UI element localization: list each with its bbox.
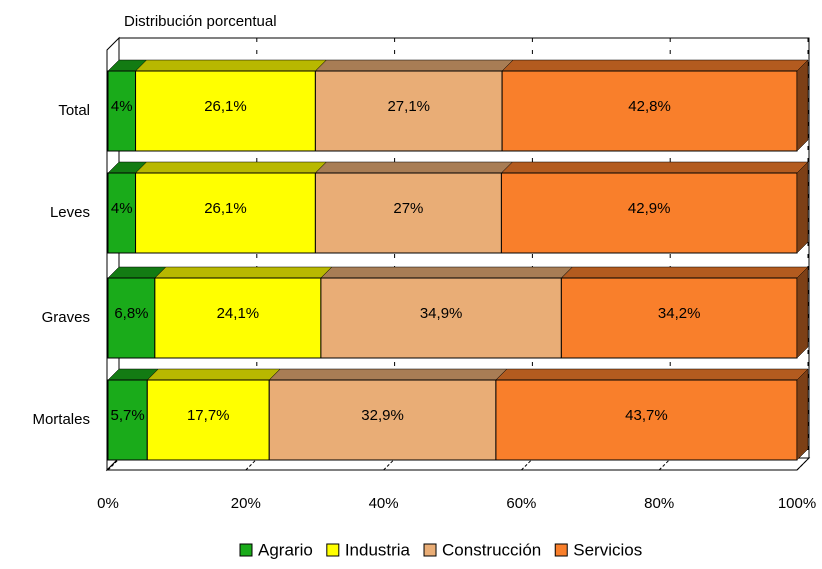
bar-top [268, 368, 508, 381]
bar-top [154, 266, 333, 279]
bar-top [134, 59, 327, 72]
x-tick-label: 40% [369, 495, 399, 512]
bar [135, 172, 316, 254]
value-label: 17,7% [187, 407, 230, 424]
bar [107, 277, 156, 359]
legend-label: Agrario [258, 540, 313, 559]
value-label: 4% [111, 98, 133, 115]
bar [314, 172, 502, 254]
x-tick [521, 458, 533, 471]
value-label: 24,1% [217, 305, 260, 322]
bar-top [314, 59, 514, 72]
x-tick-label: 80% [644, 495, 674, 512]
legend-label: Construcción [442, 540, 541, 559]
value-label: 27,1% [387, 98, 430, 115]
bar-top [134, 161, 327, 174]
legend-swatch [423, 543, 437, 557]
x-tick-label: 60% [506, 495, 536, 512]
bar-top [495, 368, 809, 381]
legend-swatch [326, 543, 340, 557]
bar [135, 70, 316, 152]
bar-top [146, 368, 281, 381]
value-label: 34,2% [658, 305, 701, 322]
x-tick [383, 458, 395, 471]
bar [268, 379, 497, 461]
value-label: 42,8% [628, 98, 671, 115]
value-label: 4% [111, 200, 133, 217]
legend-swatch [239, 543, 253, 557]
bar-side [796, 161, 809, 254]
bar-side [796, 368, 809, 461]
value-label: 6,8% [114, 305, 148, 322]
legend-label: Industria [345, 540, 411, 559]
value-label: 32,9% [361, 407, 404, 424]
value-label: 34,9% [420, 305, 463, 322]
bar [107, 379, 148, 461]
legend-swatch [554, 543, 568, 557]
bar-top [320, 266, 573, 279]
bar [146, 379, 270, 461]
x-tick-label: 0% [97, 495, 119, 512]
floor [105, 457, 811, 471]
bar-top [500, 161, 809, 174]
x-tick [658, 458, 671, 471]
bar-top [560, 266, 809, 279]
bar-top [501, 59, 809, 72]
y-tick-label: Mortales [32, 411, 90, 428]
x-tick [796, 458, 809, 471]
bar [107, 172, 137, 254]
value-label: 42,9% [628, 200, 671, 217]
axis-title: Distribución porcentual [124, 13, 277, 30]
value-label: 26,1% [204, 98, 247, 115]
bar [495, 379, 798, 461]
bar [320, 277, 562, 359]
bar-side [796, 266, 809, 359]
value-label: 5,7% [111, 407, 145, 424]
bar-top [314, 161, 514, 174]
value-label: 26,1% [204, 200, 247, 217]
bar-side [796, 59, 809, 152]
legend-label: Servicios [573, 540, 642, 559]
y-tick-label: Total [58, 102, 90, 119]
bar [500, 172, 798, 254]
x-tick-label: 100% [778, 495, 816, 512]
value-label: 27% [393, 200, 423, 217]
bar [314, 70, 503, 152]
x-tick [245, 458, 258, 471]
y-tick-label: Leves [50, 204, 90, 221]
bar [501, 70, 798, 152]
y-tick-label: Graves [42, 309, 90, 326]
value-label: 43,7% [625, 407, 668, 424]
bar [107, 70, 137, 152]
x-tick [107, 458, 120, 471]
x-tick-label: 20% [231, 495, 261, 512]
